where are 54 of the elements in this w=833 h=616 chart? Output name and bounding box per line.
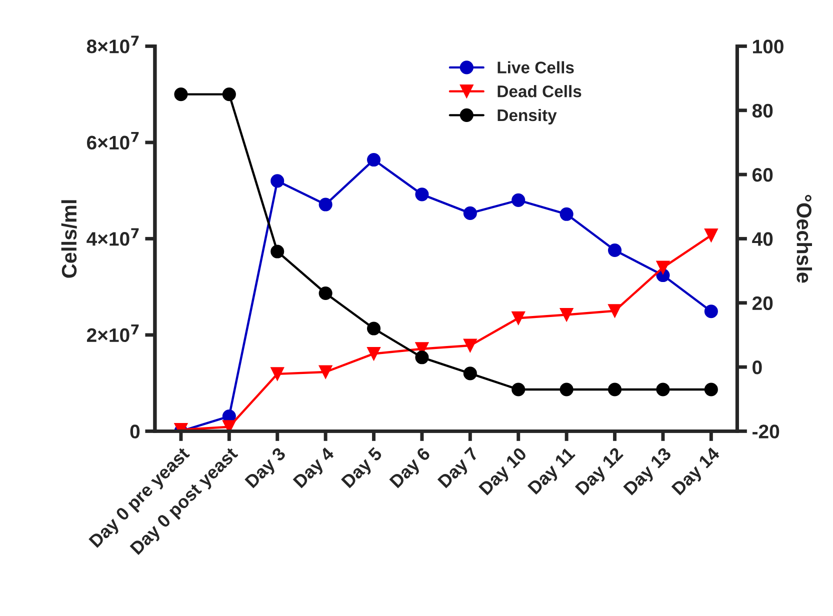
y2-tick-label: 20 <box>752 296 773 310</box>
point <box>367 346 381 360</box>
y2-tick-label: 80 <box>752 104 773 118</box>
point <box>222 88 236 102</box>
point <box>463 206 477 220</box>
point <box>270 174 284 188</box>
point <box>560 308 574 322</box>
y-tick-label: 0 <box>130 424 140 438</box>
y-tick-label: 6×10$^{7}$ <box>87 132 139 150</box>
point <box>560 382 574 396</box>
point <box>318 198 332 212</box>
y2-tick-label: 0 <box>752 360 762 374</box>
point <box>704 228 718 242</box>
point <box>512 193 526 207</box>
y2-tick-label: 100 <box>753 40 784 54</box>
x-tick-label: Day 3 <box>244 446 289 491</box>
point <box>512 382 526 396</box>
point <box>704 382 718 396</box>
point <box>415 188 429 202</box>
point <box>463 338 477 352</box>
legend-label: Dead Cells <box>498 85 582 98</box>
legend-label: Live Cells <box>498 61 574 74</box>
y-tick-label: 8×10$^{7}$ <box>86 36 139 54</box>
point <box>415 350 429 364</box>
point <box>656 260 670 274</box>
point <box>512 311 526 325</box>
y2-tick-label: 40 <box>752 232 773 246</box>
point <box>318 365 332 379</box>
y2-axis-title: °Oechsle <box>796 194 812 283</box>
x-tick-label: Day 4 <box>292 446 338 491</box>
x-tick-label: Day 14 <box>671 446 724 498</box>
x-tick-label: Day 5 <box>341 446 386 491</box>
y-tick-label: 2×10$^{7}$ <box>86 324 139 342</box>
point <box>656 382 670 396</box>
point <box>608 304 622 318</box>
x-tick-label: Day 6 <box>389 446 434 491</box>
point <box>270 244 284 258</box>
y2-tick-label: -20 <box>752 424 780 438</box>
x-tick-label: Day 10 <box>478 446 528 496</box>
point <box>608 243 622 258</box>
point <box>367 322 381 336</box>
point <box>367 153 381 167</box>
y-tick-label: 4×10$^{7}$ <box>86 228 139 246</box>
point <box>318 286 332 300</box>
point <box>608 382 622 396</box>
point <box>270 367 284 381</box>
legend-label: Density <box>498 108 557 124</box>
y-axis-title: Cells/ml <box>61 200 77 278</box>
y2-tick-label: 60 <box>752 168 773 182</box>
point <box>560 207 574 221</box>
point <box>704 304 718 318</box>
point <box>174 88 188 102</box>
point <box>463 366 477 380</box>
point <box>222 420 236 432</box>
